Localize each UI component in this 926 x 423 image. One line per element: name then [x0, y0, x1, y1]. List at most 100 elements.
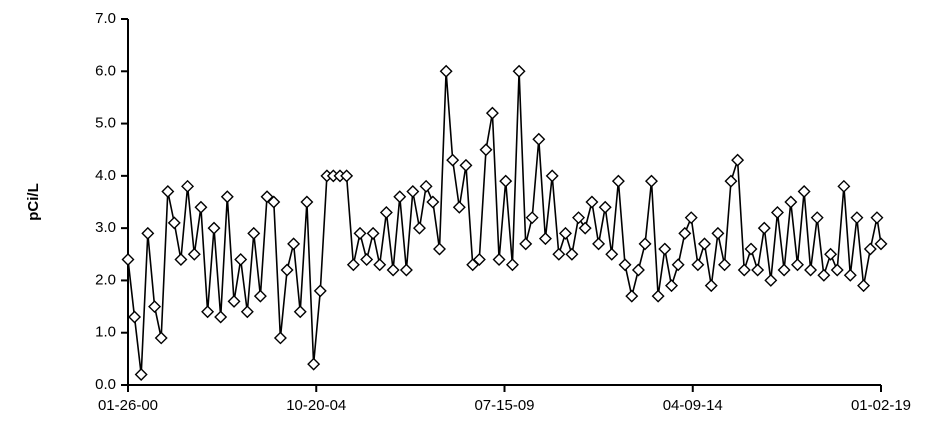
data-point: [870, 211, 884, 225]
data-point: [804, 263, 818, 277]
data-point: [181, 179, 195, 193]
data-point: [810, 211, 824, 225]
data-point: [194, 200, 208, 214]
data-point: [472, 253, 486, 267]
y-tick-label: 5.0: [95, 115, 116, 132]
y-tick-label: 7.0: [95, 10, 116, 27]
data-point: [227, 294, 241, 308]
data-point: [658, 242, 672, 256]
data-point: [366, 226, 380, 240]
data-point: [777, 263, 791, 277]
data-point: [313, 284, 327, 298]
data-point: [340, 169, 354, 183]
data-point: [724, 174, 738, 188]
y-tick-label: 1.0: [95, 324, 116, 341]
data-point: [452, 200, 466, 214]
data-point: [174, 253, 188, 267]
data-point: [737, 263, 751, 277]
data-point: [837, 179, 851, 193]
data-point: [307, 357, 321, 371]
data-point: [704, 279, 718, 293]
data-point: [857, 279, 871, 293]
data-point: [665, 279, 679, 293]
data-point: [538, 232, 552, 246]
data-point: [393, 190, 407, 204]
data-point: [154, 331, 168, 345]
data-point: [161, 185, 175, 199]
data-point: [280, 263, 294, 277]
data-point: [631, 263, 645, 277]
data-point: [578, 221, 592, 235]
data-point: [611, 174, 625, 188]
x-tick-label: 01-26-00: [98, 397, 158, 414]
data-point: [605, 247, 619, 261]
data-point: [764, 273, 778, 287]
data-point: [406, 185, 420, 199]
data-point: [770, 205, 784, 219]
data-point: [439, 64, 453, 78]
data-point: [830, 263, 844, 277]
data-point: [598, 200, 612, 214]
data-point: [134, 368, 148, 382]
data-point: [757, 221, 771, 235]
data-point: [386, 263, 400, 277]
data-point: [532, 132, 546, 146]
data-point: [121, 253, 135, 267]
data-point: [479, 143, 493, 157]
data-point: [711, 226, 725, 240]
data-point: [644, 174, 658, 188]
data-point: [346, 258, 360, 272]
x-tick-label: 10-20-04: [286, 397, 346, 414]
data-point: [141, 226, 155, 240]
data-point: [373, 258, 387, 272]
data-point: [718, 258, 732, 272]
data-point: [201, 305, 215, 319]
data-line: [127, 71, 882, 375]
data-point: [671, 258, 685, 272]
data-point: [552, 247, 566, 261]
data-point: [525, 211, 539, 225]
data-point: [592, 237, 606, 251]
data-point: [625, 289, 639, 303]
data-point: [148, 300, 162, 314]
data-point: [824, 247, 838, 261]
data-point: [850, 211, 864, 225]
data-point: [240, 305, 254, 319]
data-point: [751, 263, 765, 277]
data-point: [419, 179, 433, 193]
data-point: [572, 211, 586, 225]
data-point: [731, 153, 745, 167]
data-point: [187, 247, 201, 261]
data-point: [744, 242, 758, 256]
data-point: [485, 106, 499, 120]
data-point: [558, 226, 572, 240]
data-point: [234, 253, 248, 267]
y-tick-label: 0.0: [95, 376, 116, 393]
y-axis-label: pCi/L: [25, 183, 42, 221]
data-point: [293, 305, 307, 319]
data-point: [638, 237, 652, 251]
data-point: [698, 237, 711, 251]
data-point: [684, 211, 698, 225]
data-point: [565, 247, 579, 261]
data-point: [585, 195, 599, 209]
data-point: [618, 258, 632, 272]
y-tick-label: 6.0: [95, 62, 116, 79]
data-point: [691, 258, 705, 272]
data-point: [214, 310, 228, 324]
data-point: [545, 169, 559, 183]
data-point: [412, 221, 426, 235]
data-point: [519, 237, 533, 251]
data-point: [128, 310, 142, 324]
data-point: [817, 268, 831, 282]
data-point: [874, 237, 888, 251]
data-point: [353, 226, 367, 240]
data-point: [459, 158, 473, 172]
data-point: [360, 253, 374, 267]
data-point: [247, 226, 261, 240]
y-tick-label: 2.0: [95, 271, 116, 288]
data-point: [267, 195, 281, 209]
data-point: [651, 289, 665, 303]
data-point: [253, 289, 267, 303]
